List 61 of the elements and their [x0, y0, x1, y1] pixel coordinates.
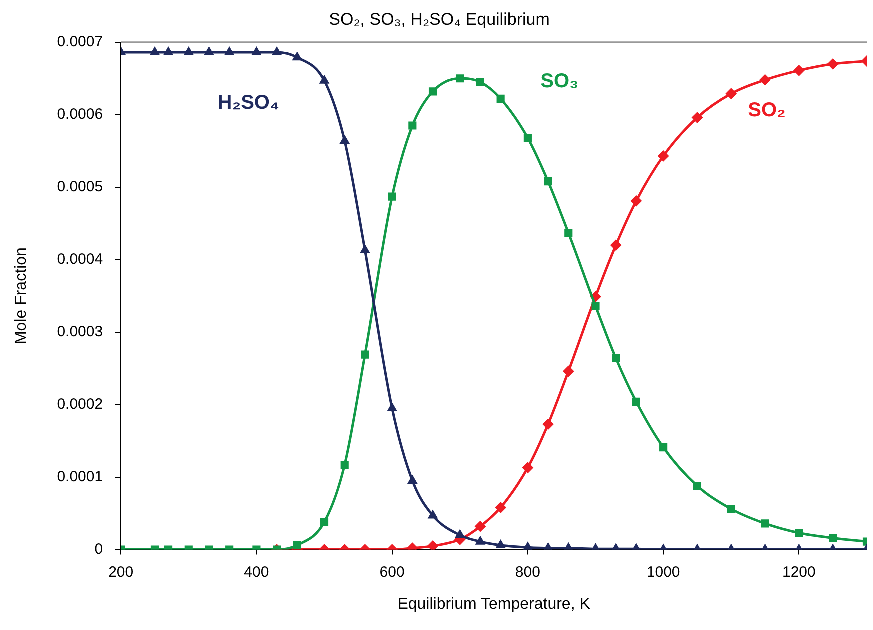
y-tick-label: 0.0005 — [57, 178, 104, 196]
point — [610, 240, 622, 251]
point — [476, 78, 485, 86]
point — [794, 65, 805, 76]
series-label: SO₃ — [540, 70, 579, 92]
y-tick-label: 0.0004 — [57, 251, 104, 268]
x-tick-label: 400 — [244, 564, 270, 581]
y-tick-label: 0.0001 — [57, 468, 104, 486]
point — [542, 418, 554, 430]
point — [360, 244, 370, 254]
point — [692, 112, 703, 124]
point — [252, 47, 262, 56]
point — [726, 88, 737, 100]
point — [630, 196, 642, 207]
x-tick-label: 600 — [380, 564, 405, 581]
point — [164, 47, 174, 56]
y-tick-label: 0.0003 — [57, 323, 104, 340]
point — [455, 530, 465, 538]
point — [592, 302, 600, 310]
point — [428, 510, 438, 519]
y-axis-title: Mole Fraction — [13, 248, 30, 345]
y-tick-label: 0.0002 — [57, 396, 104, 413]
point — [828, 58, 839, 70]
y-tick-label: 0.0007 — [57, 34, 104, 51]
x-tick-label: 1200 — [782, 564, 816, 581]
point — [563, 366, 574, 377]
point — [224, 47, 234, 56]
point — [456, 74, 464, 83]
x-tick-label: 1000 — [646, 564, 680, 581]
point — [204, 47, 214, 56]
point — [544, 178, 552, 186]
point — [340, 135, 350, 144]
point — [184, 47, 194, 56]
x-tick-label: 200 — [108, 564, 134, 581]
x-axis-title: Equilibrium Temperature, K — [398, 596, 591, 613]
point — [150, 47, 160, 56]
chart-title: SO₂, SO₃, H₂SO₄ Equilibrium — [329, 10, 550, 29]
point — [428, 88, 438, 96]
series-label: SO₂ — [748, 99, 786, 122]
series-label: H₂SO₄ — [218, 92, 280, 114]
y-tick-label: 0 — [94, 540, 104, 558]
y-tick-label: 0.0006 — [57, 106, 104, 124]
point — [387, 402, 398, 412]
point — [632, 398, 640, 406]
point — [320, 75, 330, 84]
point — [388, 192, 396, 201]
point — [361, 350, 370, 359]
point — [408, 122, 417, 130]
point — [496, 94, 505, 103]
point — [272, 47, 282, 56]
point — [612, 354, 620, 362]
x-tick-label: 800 — [515, 564, 540, 581]
point — [428, 540, 439, 550]
point — [496, 540, 506, 548]
point — [760, 74, 771, 86]
point — [476, 536, 486, 545]
point — [524, 134, 532, 142]
point — [658, 150, 670, 162]
point — [292, 52, 302, 61]
point — [564, 229, 573, 238]
point — [408, 475, 418, 484]
